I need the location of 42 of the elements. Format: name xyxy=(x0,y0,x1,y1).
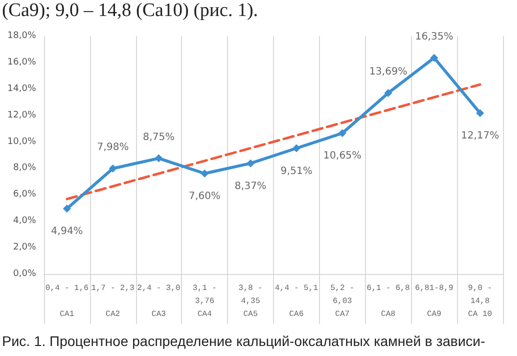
category-label: 0,4 - 1,6 CA1 xyxy=(45,284,89,319)
x-tick-label: 3,8 - 4,35 CA5 xyxy=(238,284,263,319)
y-tick-label: 0,0% xyxy=(13,269,36,279)
data-label: 10,65% xyxy=(323,150,362,162)
y-tick-label: 8,0% xyxy=(13,163,36,174)
category-label: 6,81-8,9 CA9 xyxy=(414,284,454,319)
point xyxy=(200,170,209,178)
y-tick-label: 12,0% xyxy=(7,110,36,120)
y-tick-label: 10,0% xyxy=(7,136,36,147)
y-tick-label: 14,0% xyxy=(7,84,36,94)
data-label: 12,17% xyxy=(460,130,500,142)
point xyxy=(62,204,71,213)
data-label: 16,35% xyxy=(415,31,454,42)
data-label: 7,98% xyxy=(96,142,129,153)
x-tick-label: 5,2 - 6,03 CA7 xyxy=(330,284,354,319)
category-label: 6,1 - 6,8 CA8 xyxy=(366,284,410,319)
x-tick-label: 3,1 - 3,76 CA4 xyxy=(192,284,217,319)
y-tick-label: 2,0% xyxy=(13,242,36,253)
data-label: 8,37% xyxy=(234,180,266,192)
text: (Ca9); 9,0 – 14,8 (Ca10) (рис. 1). xyxy=(2,0,258,22)
data-label: 13,69% xyxy=(369,66,408,78)
category-label: 4,4 - 5,1 CA6 xyxy=(274,284,318,319)
x-tick-label: 9,0 - 14,8 CA 10 xyxy=(468,284,492,319)
point xyxy=(292,144,300,152)
y-tick-label: 6,0% xyxy=(13,190,36,200)
point xyxy=(430,54,438,62)
category-label: 2,4 - 3,0 CA3 xyxy=(137,284,180,319)
data-label: 4,94% xyxy=(51,226,83,238)
data-label: 9,51% xyxy=(280,166,312,177)
y-tick-label: 16,0% xyxy=(7,57,36,68)
text: Рис. 1. Процентное распределение кальций-оксалатных камней в зависи- xyxy=(2,333,486,349)
category-label: 1,7 - 2,3 CA2 xyxy=(91,284,134,319)
point xyxy=(108,164,117,172)
point xyxy=(154,154,163,162)
data-label: 7,60% xyxy=(188,191,221,202)
point xyxy=(338,129,346,138)
y-tick-label: 18,0% xyxy=(7,31,36,41)
point xyxy=(384,88,392,97)
y-tick-label: 4,0% xyxy=(13,216,36,226)
point xyxy=(476,109,484,118)
point xyxy=(246,159,255,168)
data-label: 8,75% xyxy=(142,132,175,143)
